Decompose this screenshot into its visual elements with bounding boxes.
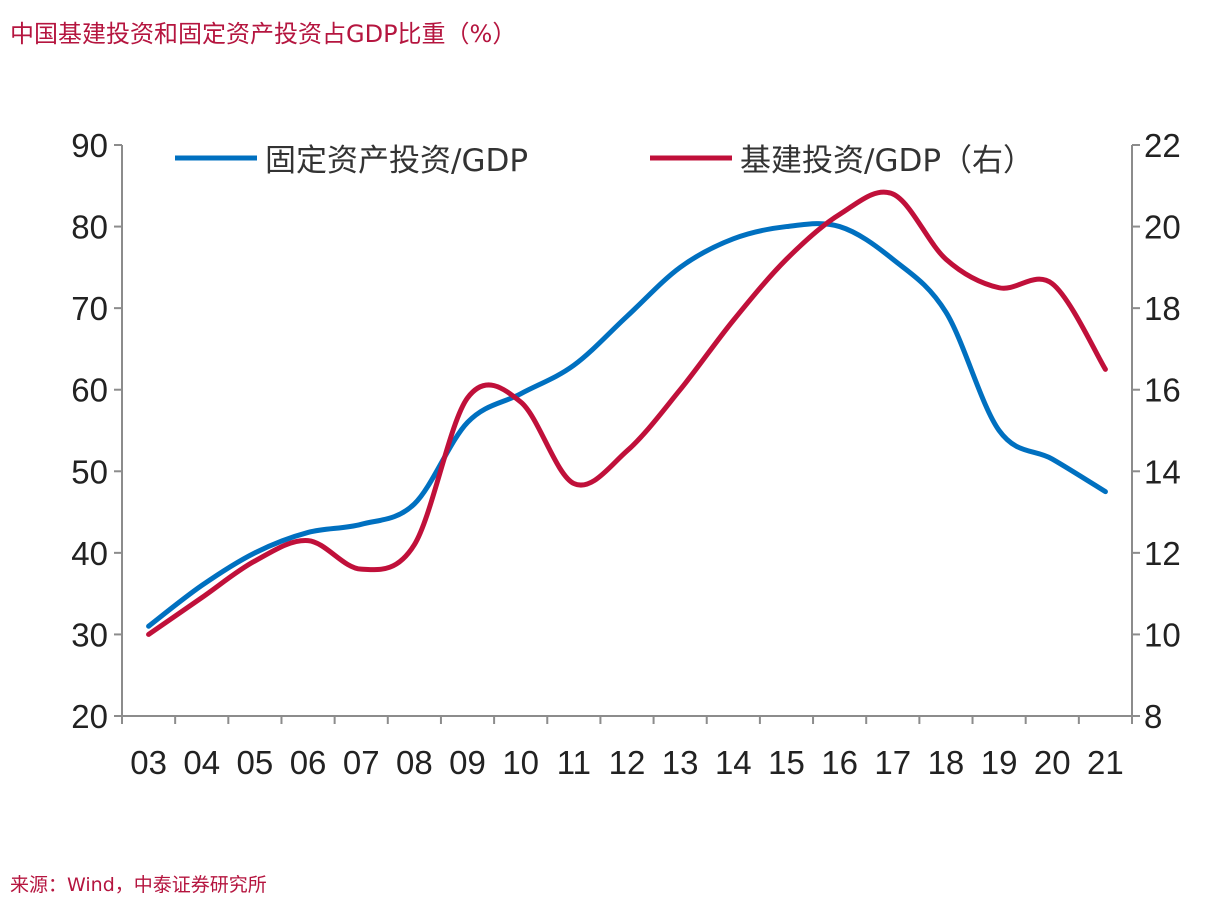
x-tick-label: 15 <box>768 744 805 781</box>
legend-label-1: 固定资产投资/GDP <box>265 143 528 179</box>
y-tick-label: 30 <box>71 616 108 653</box>
y-tick-label: 20 <box>71 698 108 735</box>
y-tick-label: 80 <box>71 209 108 246</box>
y-tick-label: 90 <box>71 127 108 164</box>
x-tick-label: 03 <box>130 744 167 781</box>
x-tick-label: 11 <box>557 744 591 781</box>
y-tick-label: 70 <box>71 290 108 327</box>
x-tick-label: 09 <box>449 744 486 781</box>
x-tick-label: 19 <box>981 744 1018 781</box>
y-tick-label: 60 <box>71 372 108 409</box>
y-tick-label: 50 <box>71 453 108 490</box>
x-tick-label: 12 <box>609 744 646 781</box>
y2-tick-label: 10 <box>1144 616 1181 653</box>
y2-tick-label: 14 <box>1144 453 1181 490</box>
x-tick-label: 20 <box>1034 744 1071 781</box>
x-tick-label: 08 <box>396 744 433 781</box>
x-tick-label: 16 <box>821 744 858 781</box>
x-tick-label: 21 <box>1087 744 1124 781</box>
y2-tick-label: 20 <box>1144 209 1181 246</box>
y2-tick-label: 22 <box>1144 127 1181 164</box>
x-tick-label: 13 <box>662 744 699 781</box>
x-tick-label: 10 <box>502 744 539 781</box>
legend-label-2: 基建投资/GDP（右） <box>740 143 1034 179</box>
x-tick-label: 07 <box>343 744 380 781</box>
series-line-1 <box>146 221 1108 629</box>
x-tick-label: 06 <box>290 744 327 781</box>
x-tick-label: 14 <box>715 744 752 781</box>
series-line-2 <box>146 189 1108 637</box>
x-tick-label: 18 <box>928 744 965 781</box>
y2-tick-label: 8 <box>1144 698 1162 735</box>
y2-tick-label: 12 <box>1144 535 1181 572</box>
chart-title: 中国基建投资和固定资产投资占GDP比重（%） <box>10 20 517 48</box>
source-note: 来源：Wind，中泰证券研究所 <box>10 874 267 896</box>
x-tick-label: 05 <box>237 744 274 781</box>
x-tick-label: 04 <box>183 744 220 781</box>
y2-tick-label: 16 <box>1144 372 1181 409</box>
y2-tick-label: 18 <box>1144 290 1181 327</box>
x-tick-label: 17 <box>874 744 911 781</box>
y-tick-label: 40 <box>71 535 108 572</box>
